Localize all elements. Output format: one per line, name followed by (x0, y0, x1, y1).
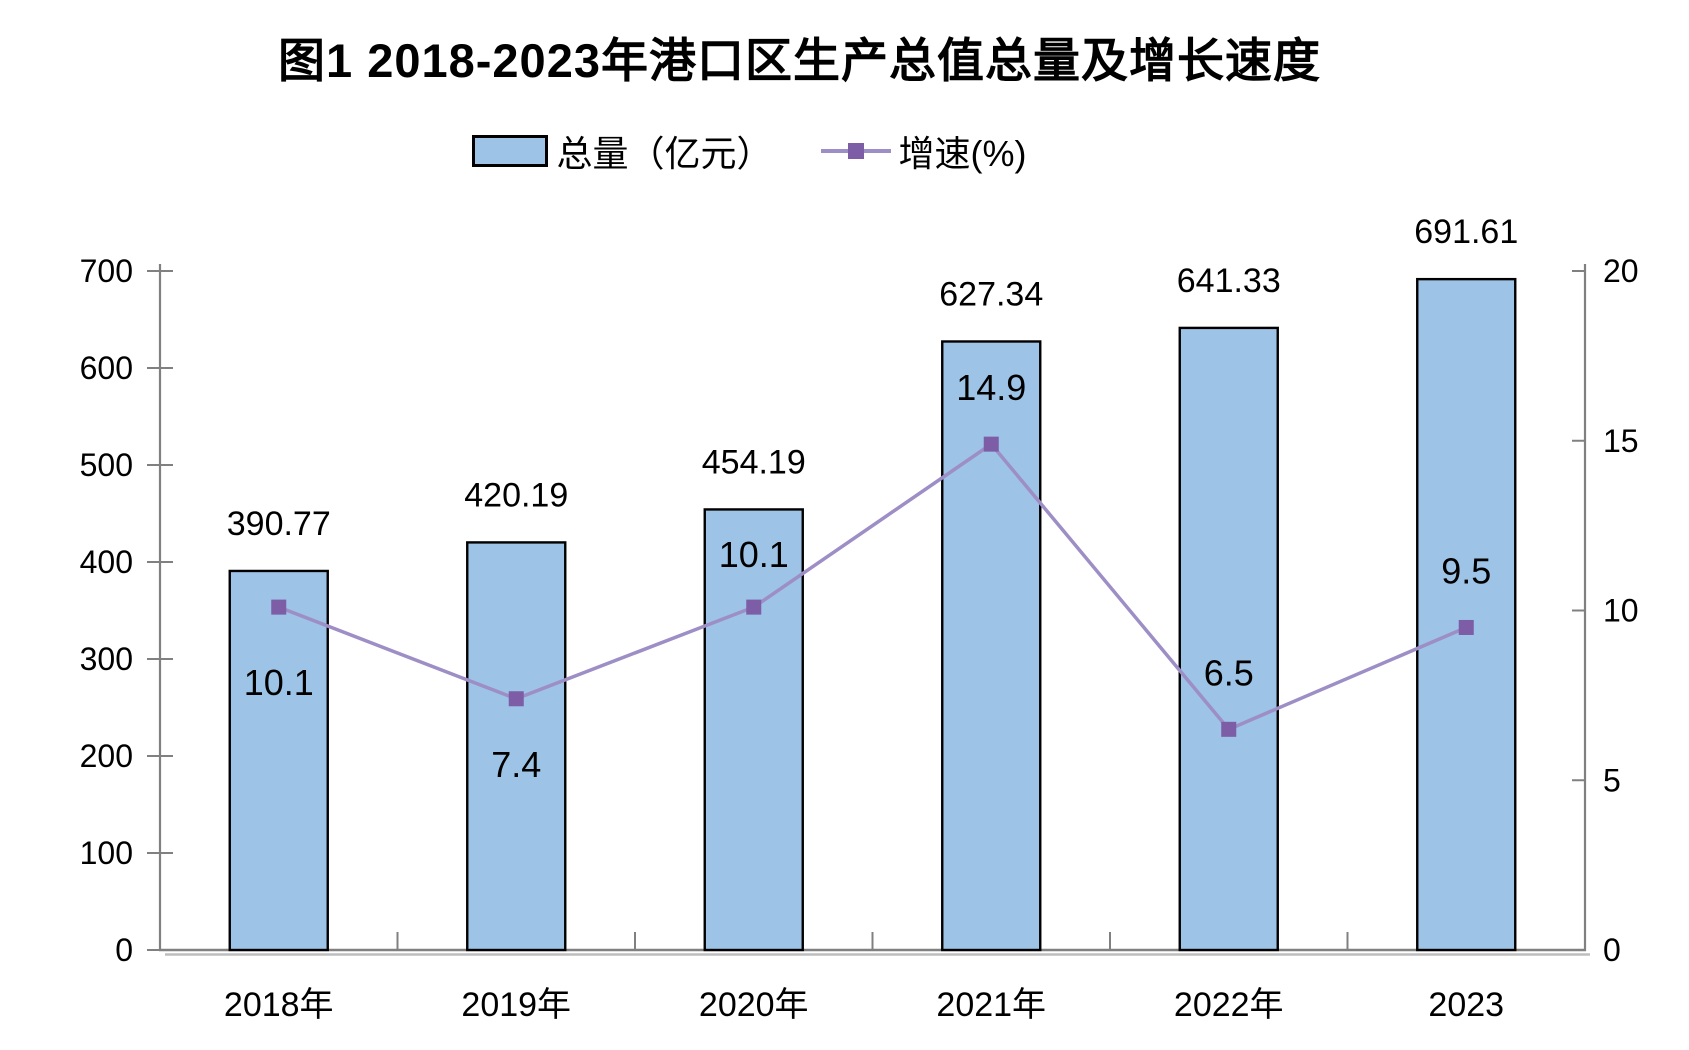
bar-value-label: 454.19 (702, 443, 806, 481)
right-axis-tick-label: 20 (1603, 253, 1639, 289)
growth-marker-2020年 (746, 599, 762, 615)
bar-value-label: 390.77 (227, 505, 331, 543)
legend-bar-label: 总量（亿元） (556, 133, 773, 174)
right-axis-tick-label: 0 (1603, 932, 1621, 968)
right-axis-tick-label: 5 (1603, 762, 1621, 798)
legend-line-label: 增速(%) (898, 133, 1027, 174)
bar-2019年 (466, 541, 567, 952)
chart-legend: 总量（亿元） 增速(%) (0, 126, 1499, 176)
left-axis-tick-label: 700 (80, 253, 133, 289)
bar-value-label: 691.61 (1414, 213, 1518, 251)
growth-value-label: 10.1 (244, 662, 314, 703)
x-axis-category-label: 2023 (1428, 986, 1504, 1024)
bar-2021年 (941, 340, 1042, 952)
bar-value-label: 420.19 (464, 476, 568, 514)
bar-value-label: 627.34 (939, 275, 1043, 313)
left-axis-tick-label: 100 (80, 835, 133, 871)
right-axis-tick-label: 15 (1603, 423, 1639, 459)
bar-value-label: 641.33 (1177, 262, 1281, 300)
growth-marker-2019年 (508, 691, 524, 707)
chart-title: 图1 2018-2023年港口区生产总值总量及增长速度 (278, 34, 1321, 87)
growth-value-label: 6.5 (1204, 652, 1254, 693)
growth-line (278, 441, 1467, 732)
growth-value-label: 14.9 (956, 367, 1026, 408)
growth-marker-2023 (1458, 619, 1474, 635)
left-axis-tick-label: 0 (115, 932, 133, 968)
left-axis-tick-label: 500 (80, 447, 133, 483)
x-axis-category-label: 2019年 (461, 986, 571, 1024)
bar-2023 (1416, 277, 1517, 952)
growth-marker-2018年 (271, 599, 287, 615)
x-axis-category-label: 2021年 (936, 986, 1046, 1024)
right-axis-tick-label: 10 (1603, 593, 1639, 629)
legend-item-growth: 增速(%) (820, 125, 1027, 177)
x-axis-category-label: 2020年 (699, 986, 809, 1024)
x-axis-category-label: 2022年 (1174, 986, 1284, 1024)
bar-2020年 (703, 508, 804, 952)
x-axis-category-label: 2018年 (224, 986, 334, 1024)
left-axis-tick-label: 300 (80, 641, 133, 677)
legend-item-total: 总量（亿元） (472, 125, 773, 177)
growth-value-label: 10.1 (719, 534, 789, 575)
left-axis-tick-label: 200 (80, 738, 133, 774)
growth-value-label: 9.5 (1441, 550, 1491, 591)
left-axis-tick-label: 400 (80, 544, 133, 580)
legend-line-marker-icon (847, 143, 864, 159)
legend-bar-swatch (472, 135, 549, 167)
bar-2022年 (1178, 326, 1279, 952)
growth-value-label: 7.4 (491, 744, 541, 785)
legend-line-swatch (820, 142, 891, 160)
left-axis-tick-label: 600 (80, 350, 133, 386)
growth-marker-2021年 (983, 436, 999, 452)
growth-marker-2022年 (1221, 721, 1237, 737)
bar-2018年 (228, 569, 329, 952)
